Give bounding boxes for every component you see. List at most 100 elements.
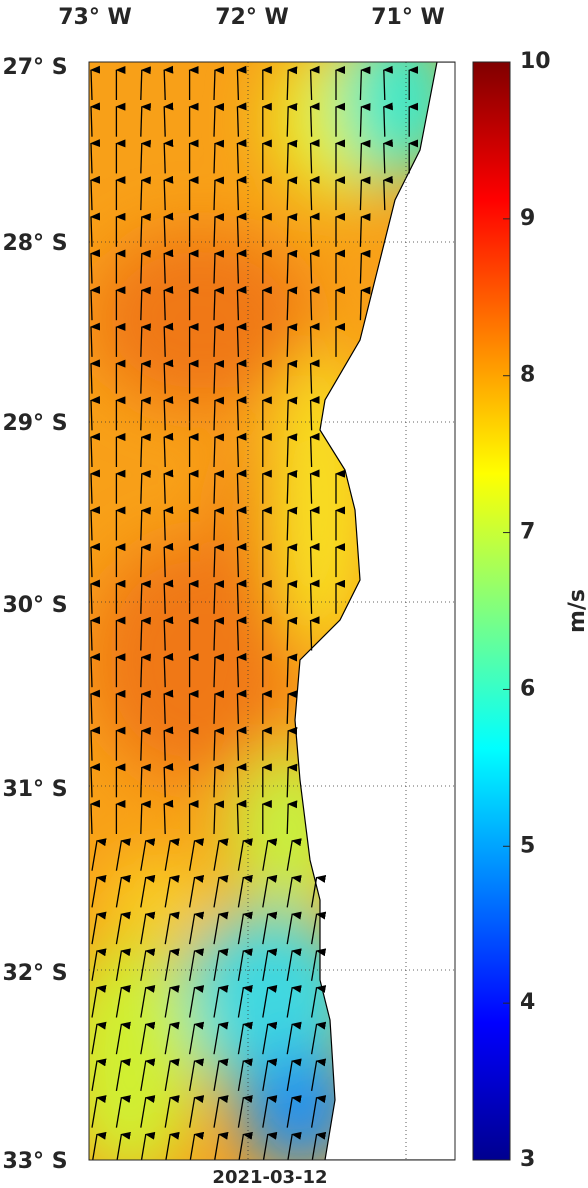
wind-arrow <box>286 726 298 761</box>
lon-label: 71° W <box>371 5 445 30</box>
wind-arrow <box>116 1131 131 1160</box>
wind-arrow <box>213 874 229 908</box>
wind-arrow <box>359 103 371 137</box>
wind-arrow <box>90 212 101 247</box>
wind-arrow <box>309 322 320 357</box>
wind-arrow <box>213 359 225 394</box>
wind-arrow <box>237 985 253 1018</box>
wind-arrow <box>188 838 205 871</box>
wind-arrow <box>236 396 247 431</box>
wind-arrow <box>188 874 205 908</box>
wind-arrow <box>236 249 247 284</box>
wind-arrow <box>359 66 371 101</box>
wind-arrow <box>140 176 151 211</box>
wind-arrow <box>213 139 225 174</box>
wind-arrow <box>115 911 131 945</box>
lat-label: 29° S <box>2 411 67 436</box>
colorbar-tick-label: 9 <box>520 206 535 231</box>
wind-arrow <box>309 616 320 651</box>
wind-arrow <box>91 948 107 981</box>
wind-arrow <box>140 139 151 174</box>
wind-arrow <box>286 763 298 798</box>
colorbar-tick-label: 8 <box>520 363 535 388</box>
wind-arrow <box>140 985 156 1018</box>
lat-label: 31° S <box>2 777 67 802</box>
wind-arrow <box>236 506 247 541</box>
wind-arrow <box>188 911 205 945</box>
wind-arrow <box>359 213 371 247</box>
wind-arrow <box>115 1021 131 1055</box>
wind-arrow <box>213 396 225 431</box>
wind-arrow <box>286 985 302 1018</box>
wind-arrow <box>140 800 151 835</box>
wind-arrow <box>90 799 101 835</box>
wind-arrow <box>91 1021 107 1055</box>
wind-arrow <box>286 543 298 578</box>
wind-arrow <box>286 323 298 357</box>
wind-arrow <box>236 542 247 578</box>
wind-arrow <box>165 1131 180 1160</box>
wind-arrow <box>214 1131 229 1160</box>
wind-arrow <box>262 1058 278 1092</box>
lat-label: 28° S <box>2 231 67 256</box>
wind-arrow <box>163 616 174 651</box>
wind-arrow <box>163 506 174 541</box>
wind-arrow <box>90 139 101 174</box>
wind-field <box>89 62 455 1160</box>
wind-arrow <box>236 763 247 798</box>
wind-arrow <box>163 65 174 101</box>
wind-arrow <box>163 102 174 137</box>
colorbar-label: m/s <box>565 589 588 633</box>
wind-arrow <box>237 1058 253 1092</box>
wind-arrow <box>140 616 151 651</box>
wind-arrow <box>309 285 320 321</box>
wind-arrow <box>382 139 393 174</box>
wind-arrow <box>309 212 320 247</box>
wind-arrow <box>140 726 151 761</box>
wind-arrow <box>236 175 247 211</box>
wind-arrow <box>164 874 180 908</box>
wind-arrow <box>164 985 180 1018</box>
wind-arrow <box>90 542 101 578</box>
wind-arrow <box>213 323 225 357</box>
wind-arrow <box>236 65 247 101</box>
lon-label: 72° W <box>215 5 289 30</box>
wind-arrow <box>286 911 302 945</box>
wind-arrow <box>188 948 205 981</box>
lat-label: 27° S <box>2 55 67 80</box>
wind-arrow <box>309 65 320 101</box>
wind-arrow <box>140 249 151 284</box>
wind-arrow <box>115 985 131 1018</box>
wind-arrow <box>90 359 101 394</box>
wind-arrow <box>213 286 225 321</box>
wind-arrow <box>236 212 247 247</box>
wind-arrow <box>213 506 225 541</box>
wind-arrow <box>309 396 320 431</box>
wind-arrow <box>90 689 101 724</box>
wind-arrow <box>286 433 298 468</box>
wind-arrow <box>140 103 151 137</box>
wind-arrow <box>164 1021 180 1055</box>
wind-arrow <box>286 1021 302 1055</box>
wind-arrow <box>91 1058 107 1092</box>
wind-arrow <box>140 1131 156 1160</box>
wind-arrow <box>213 1095 229 1128</box>
wind-arrow <box>311 1131 327 1160</box>
colorbar-tick-label: 7 <box>520 520 535 545</box>
wind-arrow <box>115 838 131 871</box>
wind-arrow <box>140 470 151 504</box>
wind-arrow <box>213 213 225 247</box>
wind-arrow <box>236 689 247 724</box>
wind-arrow <box>236 579 247 614</box>
wind-arrow <box>310 911 327 945</box>
wind-arrow <box>115 948 131 981</box>
wind-arrow <box>262 874 278 908</box>
wind-arrow <box>90 579 101 614</box>
wind-arrow <box>213 726 225 761</box>
wind-arrow <box>286 1058 302 1092</box>
wind-arrow <box>140 948 156 981</box>
wind-arrow <box>91 985 107 1018</box>
wind-arrow <box>236 322 247 357</box>
wind-arrow <box>309 249 320 284</box>
